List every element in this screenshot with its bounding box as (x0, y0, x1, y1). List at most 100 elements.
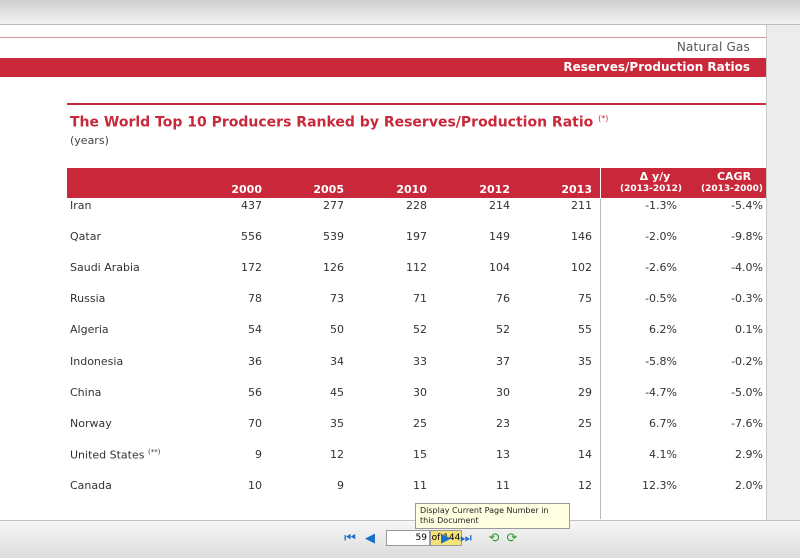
country-name-text: Algeria (70, 323, 109, 337)
cagr-cell: -4.0% (731, 261, 763, 275)
table-unit: (years) (70, 134, 109, 147)
scroll-gutter[interactable] (766, 25, 800, 520)
previous-page-icon[interactable]: ◀ (362, 529, 378, 547)
year-value-cell: 112 (406, 261, 427, 275)
table-row: Indonesia 36 34 33 37 35 -5.8% -0.2% (67, 355, 766, 386)
document-page: Natural Gas Reserves/Production Ratios T… (0, 25, 766, 520)
year-value-cell: 539 (323, 230, 344, 244)
year-value-cell: 23 (496, 416, 510, 430)
country-name-text: Indonesia (70, 354, 124, 368)
change-cell: 6.2% (649, 323, 677, 337)
year-value-cell: 556 (241, 230, 262, 244)
tooltip: Display Current Page Number in this Docu… (415, 503, 570, 529)
year-value-cell: 73 (330, 292, 344, 306)
cagr-cell: -5.4% (731, 199, 763, 212)
table-header: 2000 2005 2010 2012 2013 Δ y/y (2013-201… (67, 168, 766, 198)
table-row: Russia 78 73 71 76 75 -0.5% -0.3% (67, 292, 766, 323)
banner-title: Reserves/Production Ratios (563, 60, 750, 74)
year-value-cell: 172 (241, 261, 262, 275)
year-value-cell: 35 (578, 354, 592, 368)
section-label: Natural Gas (676, 40, 750, 54)
page-total: of 144 (430, 530, 462, 546)
year-value-cell: 33 (413, 354, 427, 368)
table-row: Algeria 54 50 52 52 55 6.2% 0.1% (67, 323, 766, 354)
year-value-cell: 34 (330, 354, 344, 368)
change-cell: 4.1% (649, 447, 677, 461)
cagr-cell: -0.3% (731, 292, 763, 306)
year-value-cell: 211 (571, 199, 592, 212)
year-value-cell: 11 (496, 478, 510, 492)
year-value-cell: 52 (496, 323, 510, 337)
country-name: Iran (70, 199, 230, 212)
year-value-cell: 54 (248, 323, 262, 337)
year-value-cell: 29 (578, 385, 592, 399)
year-value-cell: 71 (413, 292, 427, 306)
table-row: Saudi Arabia 172 126 112 104 102 -2.6% -4.0% (67, 261, 766, 292)
change-cell: -5.8% (645, 354, 677, 368)
year-value-cell: 228 (406, 199, 427, 212)
country-name: Indonesia (70, 355, 230, 368)
country-name-text: Iran (70, 199, 92, 212)
country-name-text: Canada (70, 478, 112, 492)
year-value-cell: 56 (248, 385, 262, 399)
column-header-change-period: (2013-2012) (619, 184, 683, 194)
year-value-cell: 13 (496, 447, 510, 461)
year-value-cell: 12 (330, 447, 344, 461)
table-title-note: (*) (598, 114, 609, 123)
year-value-cell: 149 (489, 230, 510, 244)
year-value-cell: 37 (496, 354, 510, 368)
go-back-icon[interactable]: ⟲ (486, 529, 502, 547)
title-rule (67, 103, 766, 105)
year-value-cell: 146 (571, 230, 592, 244)
column-header-year: 2010 (396, 183, 427, 196)
year-value-cell: 11 (413, 478, 427, 492)
year-value-cell: 76 (496, 292, 510, 306)
column-header-year: 2005 (313, 183, 344, 196)
year-value-cell: 25 (413, 416, 427, 430)
country-name: Algeria (70, 323, 230, 336)
year-value-cell: 78 (248, 292, 262, 306)
first-page-icon[interactable]: ⏮ (342, 529, 358, 547)
change-cell: -0.5% (645, 292, 677, 306)
year-value-cell: 197 (406, 230, 427, 244)
year-value-cell: 75 (578, 292, 592, 306)
year-value-cell: 437 (241, 199, 262, 212)
go-forward-icon[interactable]: ⟳ (504, 529, 520, 547)
cagr-cell: -9.8% (731, 230, 763, 244)
year-value-cell: 9 (255, 447, 262, 461)
year-value-cell: 55 (578, 323, 592, 337)
column-header-year: 2012 (479, 183, 510, 196)
year-value-cell: 35 (330, 416, 344, 430)
table-row: China 56 45 30 30 29 -4.7% -5.0% (67, 386, 766, 417)
top-rule (0, 37, 766, 38)
country-name: Norway (70, 417, 230, 430)
year-value-cell: 45 (330, 385, 344, 399)
country-name: Russia (70, 292, 230, 305)
table-row: Qatar 556 539 197 149 146 -2.0% -9.8% (67, 230, 766, 261)
table-row: Canada 10 9 11 11 12 12.3% 2.0% (67, 479, 766, 510)
country-name: Saudi Arabia (70, 261, 230, 274)
year-value-cell: 102 (571, 261, 592, 275)
country-name-text: Russia (70, 292, 106, 306)
cagr-cell: -0.2% (731, 354, 763, 368)
next-page-icon[interactable]: ▶ (438, 529, 454, 547)
country-name: China (70, 386, 230, 399)
year-value-cell: 52 (413, 323, 427, 337)
cagr-cell: -5.0% (731, 385, 763, 399)
page-number-input[interactable] (386, 530, 430, 546)
year-value-cell: 104 (489, 261, 510, 275)
section-banner: Reserves/Production Ratios (0, 58, 766, 77)
year-value-cell: 14 (578, 447, 592, 461)
country-name-text: Qatar (70, 230, 101, 244)
country-name: Qatar (70, 230, 230, 243)
year-value-cell: 36 (248, 354, 262, 368)
change-cell: -4.7% (645, 385, 677, 399)
year-value-cell: 30 (496, 385, 510, 399)
column-divider (600, 199, 601, 519)
country-name: United States (**) (70, 448, 230, 462)
change-cell: 6.7% (649, 416, 677, 430)
table-row: United States (**) 9 12 15 13 14 4.1% 2.9% (67, 448, 766, 479)
last-page-icon[interactable]: ⏭ (458, 529, 474, 547)
country-name-text: China (70, 385, 102, 399)
year-value-cell: 126 (323, 261, 344, 275)
